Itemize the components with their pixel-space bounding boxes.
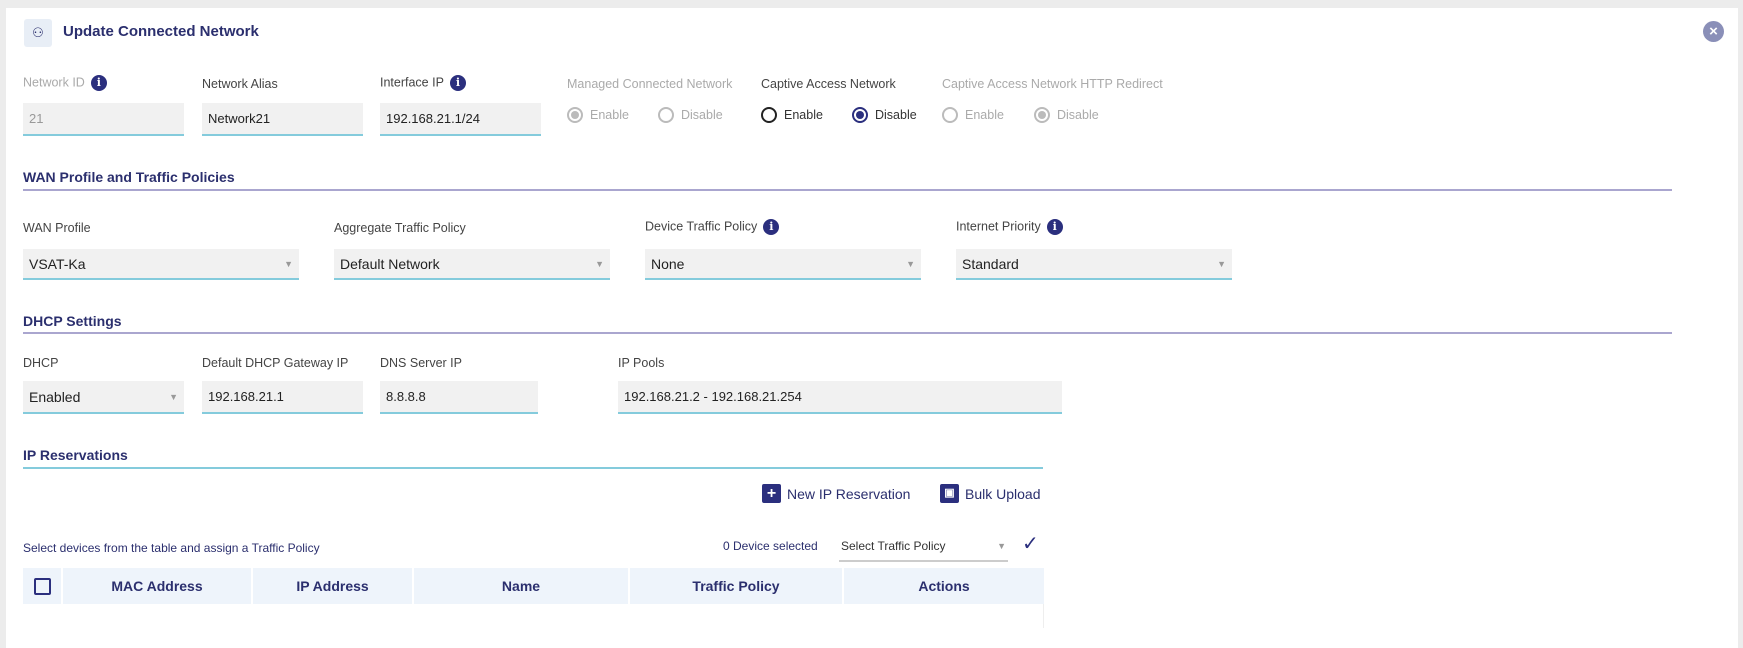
info-icon[interactable]: i: [1046, 219, 1063, 235]
info-icon[interactable]: i: [90, 75, 107, 91]
network-id-field: 21: [23, 103, 184, 136]
column-header-name[interactable]: Name: [414, 568, 630, 604]
wan-profile-select[interactable]: VSAT-Ka ▼: [23, 249, 299, 280]
chevron-down-icon: ▼: [284, 258, 293, 269]
new-ip-reservation-button[interactable]: + New IP Reservation: [762, 484, 910, 503]
dialog-title: Update Connected Network: [63, 23, 259, 40]
wan-section-title: WAN Profile and Traffic Policies: [23, 169, 235, 185]
device-policy-select[interactable]: None ▼: [645, 249, 921, 280]
managed-disable-radio: Disable: [658, 107, 723, 123]
upload-icon: ▣: [940, 484, 959, 503]
interface-ip-field[interactable]: 192.168.21.1/24: [380, 103, 541, 136]
dns-label: DNS Server IP: [380, 356, 462, 370]
reservations-section-title: IP Reservations: [23, 447, 128, 463]
aggregate-policy-label: Aggregate Traffic Policy: [334, 221, 466, 235]
gateway-field[interactable]: 192.168.21.1: [202, 381, 363, 414]
chevron-down-icon: ▼: [595, 258, 604, 269]
column-header-mac[interactable]: MAC Address: [63, 568, 253, 604]
interface-ip-label: Interface IP i: [380, 75, 466, 91]
managed-enable-radio: Enable: [567, 107, 629, 123]
captive-disable-radio[interactable]: Disable: [852, 107, 917, 123]
ip-pools-label: IP Pools: [618, 356, 665, 370]
gateway-label: Default DHCP Gateway IP: [202, 356, 349, 370]
info-icon[interactable]: i: [763, 219, 780, 235]
reservations-table: MAC Address IP Address Name Traffic Poli…: [23, 568, 1044, 628]
select-all-header: [23, 568, 63, 604]
column-header-ip[interactable]: IP Address: [253, 568, 414, 604]
column-header-traffic-policy[interactable]: Traffic Policy: [630, 568, 844, 604]
wan-profile-label: WAN Profile: [23, 221, 91, 235]
apply-check-icon[interactable]: ✓: [1022, 533, 1039, 555]
divider: [23, 332, 1672, 334]
plus-icon: +: [762, 484, 781, 503]
redirect-disable-radio: Disable: [1034, 107, 1099, 123]
dhcp-select[interactable]: Enabled ▼: [23, 381, 184, 414]
captive-redirect-label: Captive Access Network HTTP Redirect: [942, 77, 1163, 91]
network-id-label: Network ID i: [23, 75, 107, 91]
select-all-checkbox[interactable]: [33, 577, 51, 595]
aggregate-policy-select[interactable]: Default Network ▼: [334, 249, 610, 280]
bulk-upload-button[interactable]: ▣ Bulk Upload: [940, 484, 1041, 503]
captive-enable-radio[interactable]: Enable: [761, 107, 823, 123]
dhcp-section-title: DHCP Settings: [23, 313, 122, 329]
network-alias-label: Network Alias: [202, 77, 278, 91]
internet-priority-label: Internet Priority i: [956, 219, 1063, 235]
column-header-actions: Actions: [844, 568, 1044, 604]
chevron-down-icon: ▼: [1217, 258, 1226, 269]
info-icon[interactable]: i: [449, 75, 466, 91]
managed-network-label: Managed Connected Network: [567, 77, 733, 91]
ip-pools-field[interactable]: 192.168.21.2 - 192.168.21.254: [618, 381, 1062, 414]
divider: [23, 189, 1672, 191]
device-selected-count: 0 Device selected: [723, 539, 818, 553]
redirect-enable-radio: Enable: [942, 107, 1004, 123]
device-policy-label: Device Traffic Policy i: [645, 219, 780, 235]
network-alias-field[interactable]: Network21: [202, 103, 363, 136]
internet-priority-select[interactable]: Standard ▼: [956, 249, 1232, 280]
traffic-policy-select[interactable]: Select Traffic Policy ▼: [839, 532, 1008, 562]
chevron-down-icon: ▼: [997, 541, 1006, 551]
chevron-down-icon: ▼: [906, 258, 915, 269]
network-icon: ⚇: [24, 19, 52, 47]
assign-hint: Select devices from the table and assign…: [23, 541, 320, 555]
dhcp-label: DHCP: [23, 356, 59, 370]
captive-network-label: Captive Access Network: [761, 77, 896, 91]
divider: [23, 467, 1043, 469]
close-icon[interactable]: ×: [1703, 21, 1724, 42]
chevron-down-icon: ▼: [169, 391, 178, 402]
dns-field[interactable]: 8.8.8.8: [380, 381, 538, 414]
